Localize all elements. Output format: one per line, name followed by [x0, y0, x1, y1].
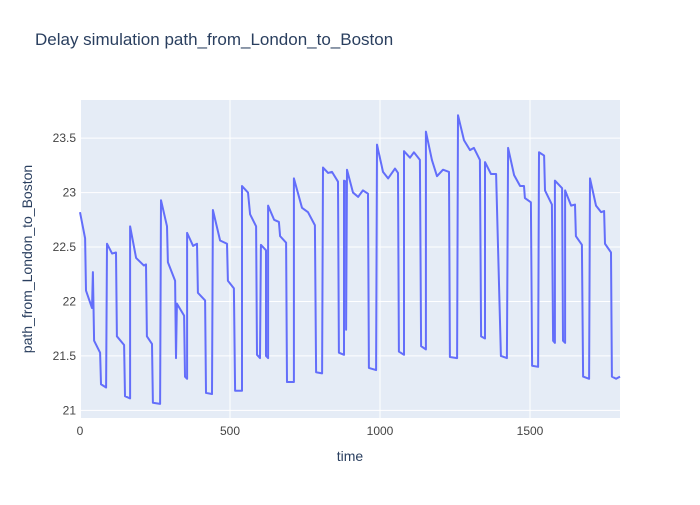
x-tick-label: 500	[220, 424, 240, 438]
y-tick-label: 21.5	[53, 349, 77, 363]
grid	[79, 100, 620, 418]
x-axis-label: time	[337, 448, 364, 464]
y-tick-label: 22	[63, 294, 77, 308]
x-tick-label: 0	[77, 424, 84, 438]
y-tick-label: 21	[63, 403, 77, 417]
y-tick-label: 22.5	[53, 240, 77, 254]
x-tick-label: 1000	[367, 424, 394, 438]
y-tick-label: 23.5	[53, 131, 77, 145]
data-line	[79, 114, 621, 405]
chart-title: Delay simulation path_from_London_to_Bos…	[35, 30, 393, 49]
marks	[79, 114, 621, 405]
y-axis-label: path_from_London_to_Boston	[19, 165, 35, 353]
x-tick-label: 1500	[517, 424, 544, 438]
y-tick-label: 23	[63, 186, 77, 200]
labels: 21 21.5 22 22.5 23 23.5 0 500 1000 1500	[53, 131, 544, 438]
